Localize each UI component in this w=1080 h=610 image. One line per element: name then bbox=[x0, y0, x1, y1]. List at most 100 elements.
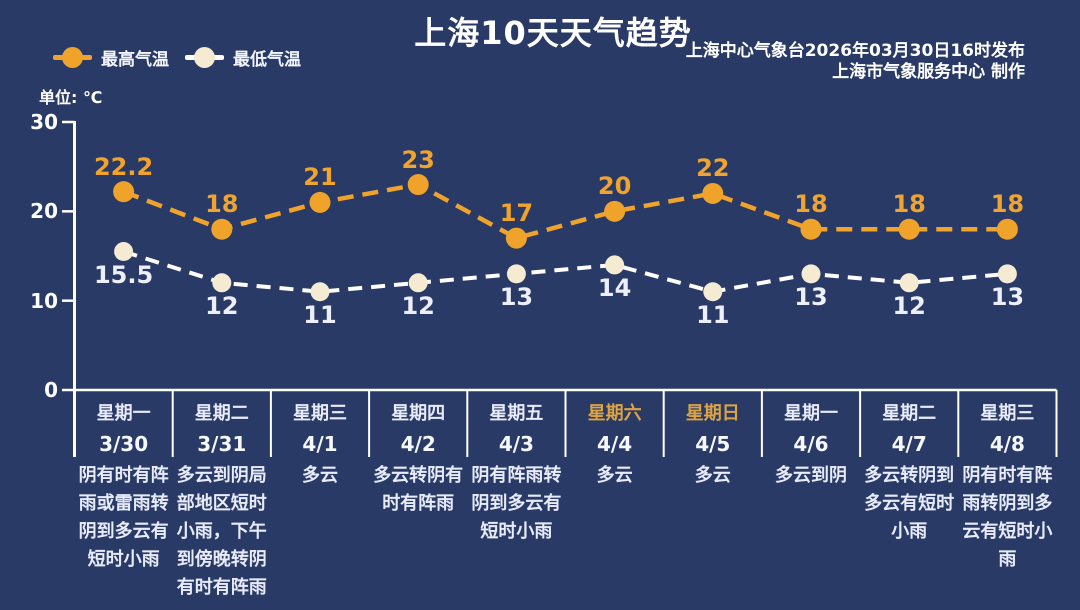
date-label: 4/7 bbox=[891, 432, 927, 456]
weather-text: 多云 bbox=[596, 465, 633, 486]
weekday-label: 星期日 bbox=[685, 403, 740, 424]
high-temp-series-line bbox=[122, 182, 1008, 241]
day-column: 星期一 3/30 阴有时有阵雨或雷雨转阴到多云有短时小雨 bbox=[76, 390, 172, 574]
legend-item-high: 最高气温 bbox=[53, 45, 169, 70]
day-column: 星期三 4/8 阴有时有阵雨转阴到多云有短时小雨 bbox=[959, 390, 1055, 574]
low-temp-point bbox=[801, 264, 821, 284]
weekday-label: 星期一 bbox=[96, 403, 151, 424]
page-title: 上海10天天气趋势 bbox=[414, 14, 692, 52]
high-temp-point bbox=[898, 218, 920, 240]
weather-text: 阴有时有阵雨转阴到多云有短时小雨 bbox=[962, 465, 1053, 570]
date-label: 4/8 bbox=[989, 432, 1025, 456]
y-axis-tick-label: 20 bbox=[30, 199, 58, 224]
date-label: 4/1 bbox=[302, 432, 338, 456]
date-label: 4/2 bbox=[400, 432, 436, 456]
weather-text: 多云转阴到多云有短时小雨 bbox=[864, 465, 955, 542]
low-temp-value-label: 15.5 bbox=[93, 260, 154, 289]
day-column: 星期日 4/5 多云 bbox=[665, 390, 761, 490]
low-temp-value-label: 12 bbox=[401, 291, 435, 320]
high-temp-value-label: 21 bbox=[303, 163, 337, 192]
date-label: 4/6 bbox=[793, 432, 829, 456]
low-temp-point bbox=[408, 273, 428, 293]
day-column: 星期四 4/2 多云转阴有时有阵雨 bbox=[370, 390, 466, 518]
weekday-label: 星期五 bbox=[489, 403, 544, 424]
y-axis-tick-label: 0 bbox=[44, 378, 58, 402]
legend-label-high: 最高气温 bbox=[101, 50, 169, 70]
low-temp-series-line bbox=[122, 249, 1008, 294]
high-temp-point bbox=[800, 218, 822, 240]
high-temp-dot-icon bbox=[62, 47, 83, 68]
low-temp-value-label: 11 bbox=[303, 300, 337, 329]
weather-text: 多云 bbox=[301, 465, 338, 486]
high-temp-legend-marker bbox=[53, 47, 92, 69]
unit-label: 单位: ℃ bbox=[39, 88, 103, 107]
date-label: 4/3 bbox=[498, 432, 534, 456]
high-temp-point bbox=[211, 218, 233, 240]
low-temp-point bbox=[310, 282, 330, 302]
low-temp-value-label: 14 bbox=[597, 273, 632, 302]
high-temp-point bbox=[113, 181, 135, 203]
high-temp-point bbox=[309, 191, 331, 213]
date-label: 4/4 bbox=[597, 432, 633, 456]
low-temp-point bbox=[703, 282, 723, 302]
weekday-label: 星期二 bbox=[882, 403, 937, 424]
low-temp-dot-icon bbox=[194, 47, 215, 68]
weekday-label: 星期六 bbox=[587, 403, 642, 424]
low-temp-value-label: 12 bbox=[205, 291, 239, 320]
low-temp-value-label: 13 bbox=[794, 282, 828, 311]
legend-item-low: 最低气温 bbox=[185, 45, 301, 70]
date-label: 4/5 bbox=[695, 432, 731, 456]
y-axis-tick-label: 10 bbox=[30, 288, 58, 313]
date-label: 3/30 bbox=[99, 432, 149, 456]
high-temp-value-label: 22.2 bbox=[93, 152, 154, 181]
low-temp-value-label: 13 bbox=[990, 282, 1025, 311]
high-temp-value-label: 18 bbox=[892, 190, 926, 219]
weekday-label: 星期二 bbox=[194, 403, 249, 424]
legend: 最高气温 最低气温 bbox=[53, 45, 301, 70]
y-axis-tick-label: 30 bbox=[30, 110, 58, 134]
weekday-label: 星期三 bbox=[292, 403, 347, 424]
weekday-label: 星期三 bbox=[980, 403, 1035, 424]
low-temp-point bbox=[899, 273, 919, 293]
high-temp-value-label: 20 bbox=[597, 172, 632, 201]
high-temp-point bbox=[604, 200, 626, 222]
publisher-info: 上海中心气象台2026年03月30日16时发布 上海市气象服务中心 制作 bbox=[686, 41, 1025, 83]
high-temp-value-label: 18 bbox=[205, 190, 239, 219]
low-temp-point bbox=[212, 273, 232, 293]
day-column: 星期五 4/3 阴有阵雨转阴到多云有短时小雨 bbox=[468, 390, 564, 546]
low-temp-point bbox=[997, 264, 1017, 284]
weather-text: 多云到阴局部地区短时小雨，下午到傍晚转阴有时有阵雨 bbox=[176, 465, 267, 598]
day-column: 星期一 4/6 多云到阴 bbox=[763, 390, 859, 490]
weekday-label: 星期一 bbox=[783, 403, 838, 424]
high-temp-value-label: 17 bbox=[499, 199, 534, 228]
weather-text: 多云到阴 bbox=[774, 465, 847, 486]
low-temp-point bbox=[506, 264, 526, 284]
low-temp-point bbox=[114, 242, 134, 262]
legend-label-low: 最低气温 bbox=[233, 50, 301, 70]
high-temp-point bbox=[505, 227, 527, 249]
day-column: 星期二 3/31 多云到阴局部地区短时小雨，下午到傍晚转阴有时有阵雨 bbox=[174, 390, 270, 602]
weather-text: 多云 bbox=[694, 465, 731, 486]
low-temp-point bbox=[605, 255, 625, 275]
weather-text: 多云转阴有时有阵雨 bbox=[373, 465, 464, 514]
high-temp-point bbox=[996, 218, 1018, 240]
date-label: 3/31 bbox=[197, 432, 247, 456]
high-temp-value-label: 22 bbox=[696, 154, 730, 183]
low-temp-legend-marker bbox=[185, 47, 224, 69]
publisher-line-1: 上海中心气象台2026年03月30日16时发布 bbox=[685, 41, 1025, 61]
low-temp-value-label: 12 bbox=[892, 291, 926, 320]
weekday-label: 星期四 bbox=[391, 403, 446, 424]
high-temp-point bbox=[702, 182, 724, 204]
day-column: 星期三 4/1 多云 bbox=[272, 390, 368, 490]
weather-text: 阴有阵雨转阴到多云有短时小雨 bbox=[471, 465, 562, 542]
low-temp-value-label: 13 bbox=[499, 282, 534, 311]
publisher-line-2: 上海市气象服务中心 制作 bbox=[832, 62, 1025, 82]
high-temp-point bbox=[407, 174, 429, 196]
high-temp-value-label: 18 bbox=[990, 190, 1025, 219]
day-column: 星期六 4/4 多云 bbox=[567, 390, 663, 490]
weather-text: 阴有时有阵雨或雷雨转阴到多云有短时小雨 bbox=[78, 465, 169, 570]
day-column: 星期二 4/7 多云转阴到多云有短时小雨 bbox=[861, 390, 957, 546]
high-temp-value-label: 23 bbox=[401, 145, 435, 174]
